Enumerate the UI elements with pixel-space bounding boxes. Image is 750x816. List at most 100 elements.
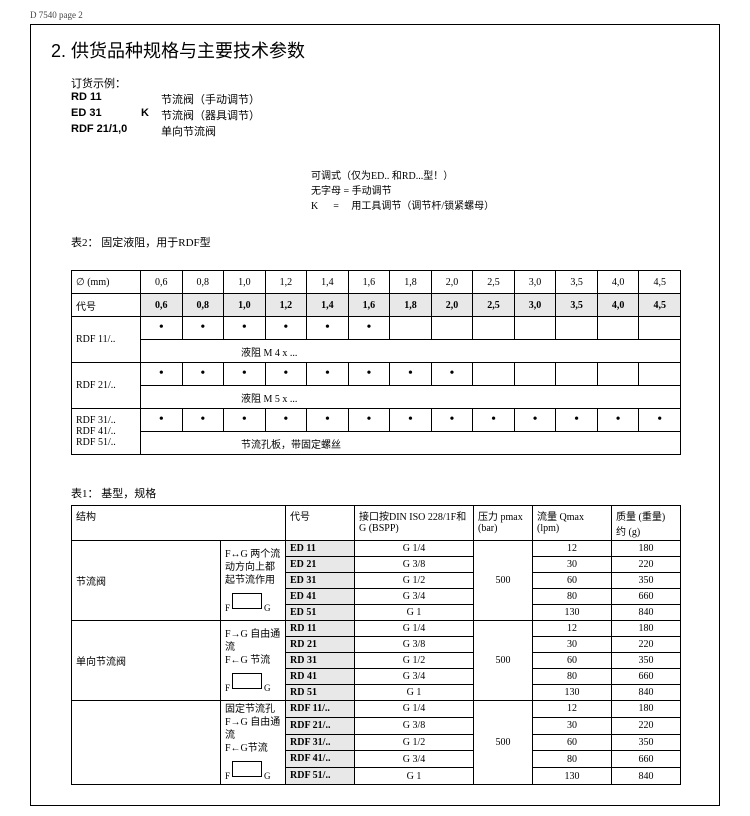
code-cell: 4,5 [639, 294, 681, 317]
port-cell: G 3/4 [355, 751, 474, 768]
page-header: D 7540 page 2 [30, 10, 720, 20]
qmax-cell: 12 [533, 621, 612, 637]
port-cell: G 1 [355, 768, 474, 785]
size-header: 4,0 [597, 271, 639, 294]
code-cell: 1,6 [348, 294, 390, 317]
adjust-note-1: 可调式（仅为ED.. 和RD...型！） [311, 169, 699, 184]
qmax-cell: 60 [533, 734, 612, 751]
th-port: 接口按DIN ISO 228/1F和G (BSPP) [355, 506, 474, 541]
dot-cell [514, 317, 556, 340]
struct-label [72, 701, 221, 785]
th-pmax: 压力 pmax (bar) [474, 506, 533, 541]
code-cell: 4,0 [597, 294, 639, 317]
diam-label: ∅ (mm) [72, 271, 141, 294]
port-cell: G 3/8 [355, 637, 474, 653]
order-desc: 节流阀（器具调节） [161, 107, 260, 123]
order-row: RDF 21/1,0单向节流阀 [71, 123, 699, 139]
dot-cell: • [307, 317, 349, 340]
qmax-cell: 130 [533, 685, 612, 701]
dot-cell: • [473, 409, 515, 432]
size-header: 0,6 [141, 271, 183, 294]
dot-cell: • [141, 317, 183, 340]
dot-cell: • [265, 317, 307, 340]
dot-cell: • [224, 363, 266, 386]
pmax-cell: 500 [474, 701, 533, 785]
dot-cell: • [141, 409, 183, 432]
code-cell: RD 51 [286, 685, 355, 701]
dot-cell [597, 363, 639, 386]
mass-cell: 180 [612, 541, 681, 557]
qmax-cell: 30 [533, 557, 612, 573]
mass-cell: 180 [612, 701, 681, 718]
code-cell: 0,6 [141, 294, 183, 317]
size-header: 0,8 [182, 271, 224, 294]
table2-caption: 表2： 固定液阻，用于RDF型 [71, 234, 699, 250]
qmax-cell: 80 [533, 751, 612, 768]
order-example-block: 订货示例： RD 11节流阀（手动调节）ED 31K节流阀（器具调节）RDF 2… [71, 75, 699, 214]
code-cell: RDF 51/.. [286, 768, 355, 785]
qmax-cell: 12 [533, 541, 612, 557]
size-header: 1,6 [348, 271, 390, 294]
order-row: RD 11节流阀（手动调节） [71, 91, 699, 107]
dot-cell [431, 317, 473, 340]
size-header: 3,0 [514, 271, 556, 294]
struct-label: 单向节流阀 [72, 621, 221, 701]
section-title: 2. 供货品种规格与主要技术参数 [51, 37, 699, 63]
dot-cell: • [265, 363, 307, 386]
dot-cell [514, 363, 556, 386]
order-code: RDF 21/1,0 [71, 123, 141, 135]
dot-cell: • [556, 409, 598, 432]
qmax-cell: 60 [533, 653, 612, 669]
code-cell: ED 41 [286, 589, 355, 605]
size-header: 3,5 [556, 271, 598, 294]
code-cell: 1,2 [265, 294, 307, 317]
dot-cell: • [141, 363, 183, 386]
port-cell: G 1/2 [355, 653, 474, 669]
row-note: 液阻 M 4 x ... [141, 340, 681, 363]
dot-cell: • [224, 409, 266, 432]
rdf-label: RDF 21/.. [72, 363, 141, 409]
port-cell: G 1/2 [355, 573, 474, 589]
mass-cell: 220 [612, 557, 681, 573]
mass-cell: 220 [612, 717, 681, 734]
port-cell: G 1/4 [355, 541, 474, 557]
th-struct: 结构 [72, 506, 286, 541]
mass-cell: 660 [612, 751, 681, 768]
main-content: 2. 供货品种规格与主要技术参数 订货示例： RD 11节流阀（手动调节）ED … [30, 24, 720, 806]
row-note: 节流孔板，带固定螺丝 [141, 432, 681, 455]
size-header: 1,0 [224, 271, 266, 294]
code-cell: 2,5 [473, 294, 515, 317]
dot-cell [639, 363, 681, 386]
port-cell: G 1 [355, 685, 474, 701]
order-desc: 节流阀（手动调节） [161, 91, 260, 107]
dot-cell: • [224, 317, 266, 340]
code-cell: 3,0 [514, 294, 556, 317]
dot-cell [556, 317, 598, 340]
dot-cell: • [348, 363, 390, 386]
size-header: 1,4 [307, 271, 349, 294]
adjust-note-2: 无字母 = 手动调节 [311, 184, 699, 199]
pmax-cell: 500 [474, 621, 533, 701]
dot-cell: • [514, 409, 556, 432]
dot-cell [473, 363, 515, 386]
struct-label: 节流阀 [72, 541, 221, 621]
dot-cell [639, 317, 681, 340]
mass-cell: 350 [612, 653, 681, 669]
port-cell: G 1/4 [355, 701, 474, 718]
dot-cell: • [390, 409, 432, 432]
code-cell: RD 21 [286, 637, 355, 653]
size-header: 1,8 [390, 271, 432, 294]
code-cell: RD 31 [286, 653, 355, 669]
code-cell: ED 21 [286, 557, 355, 573]
dot-cell [390, 317, 432, 340]
dot-cell [556, 363, 598, 386]
adjust-notes: 可调式（仅为ED.. 和RD...型！） 无字母 = 手动调节 K = 用工具调… [311, 169, 699, 214]
size-header: 1,2 [265, 271, 307, 294]
dot-cell: • [431, 409, 473, 432]
order-label: 订货示例： [71, 75, 699, 91]
pmax-cell: 500 [474, 541, 533, 621]
qmax-cell: 130 [533, 605, 612, 621]
dot-cell: • [431, 363, 473, 386]
code-cell: ED 11 [286, 541, 355, 557]
port-cell: G 1/4 [355, 621, 474, 637]
